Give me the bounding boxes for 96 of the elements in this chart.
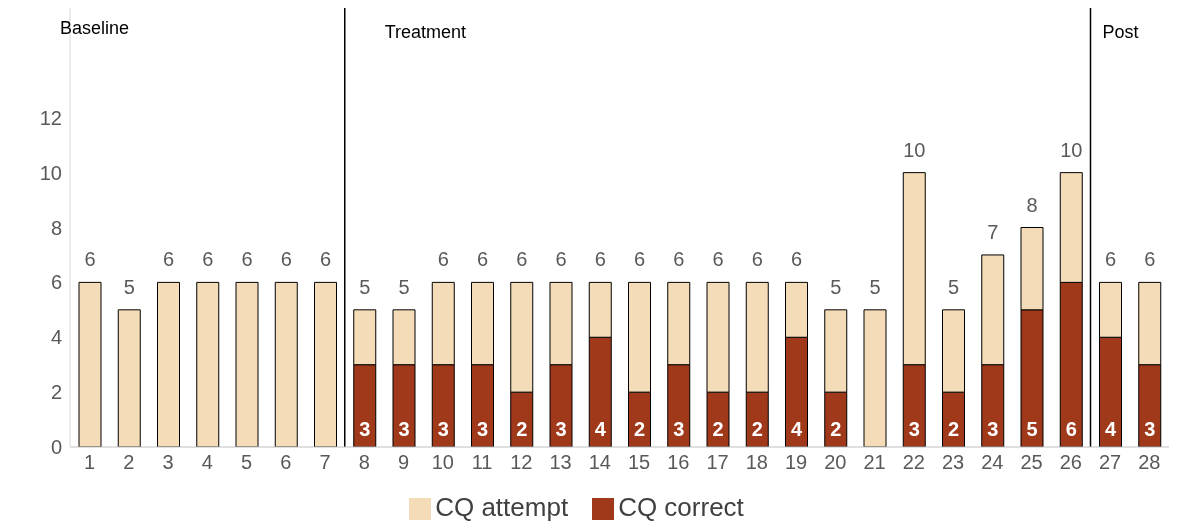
bar [235,281,259,447]
x-tick-label: 2 [123,451,135,474]
ref-line-label: Treatment [384,22,467,42]
data-label: 3 [555,418,567,441]
x-tick-label: 15 [628,451,651,474]
total-label: 6 [555,248,567,271]
total-label: 6 [516,248,528,271]
y-tick-label: 12 [39,106,62,129]
x-tick-label: 14 [588,451,611,474]
data-label: 3 [987,418,999,441]
x-tick-label: 12 [510,451,533,474]
y-tick-label: 2 [50,381,62,404]
x-tick-label: 17 [706,451,729,474]
ref-line-label: Post [1102,22,1139,42]
total-label: 7 [987,220,999,243]
data-label: 2 [516,418,528,441]
total-label: 6 [280,248,292,271]
total-label: 6 [712,248,724,271]
x-tick-label: 9 [398,451,410,474]
x-tick-label: 28 [1138,451,1161,474]
data-label: 2 [830,418,842,441]
data-label: 2 [633,418,646,441]
bar [78,281,102,447]
total-label: 6 [751,248,763,271]
data-label: 3 [359,418,371,441]
x-tick-label: 22 [902,451,925,474]
x-tick-label: 8 [358,451,370,474]
total-label: 5 [398,275,410,298]
x-tick-label: 6 [280,451,292,474]
total-label: 6 [319,248,332,271]
total-label: 5 [947,275,960,298]
data-label: 3 [437,418,449,441]
data-label: 3 [673,418,685,441]
data-label: 2 [751,418,763,441]
x-tick-label: 3 [162,451,174,474]
x-tick-label: 10 [431,451,454,474]
y-tick-label: 6 [50,271,62,294]
bar [863,309,887,447]
total-label: 6 [1144,248,1156,271]
bar [314,281,337,447]
data-label: 6 [1065,418,1077,441]
total-label: 6 [790,248,803,271]
x-tick-label: 21 [863,451,886,474]
total-label: 6 [437,248,449,271]
x-tick-label: 5 [241,451,253,474]
x-tick-label: 13 [549,451,572,474]
total-label: 6 [162,248,175,271]
x-tick-label: 26 [1059,451,1082,474]
data-label: 3 [398,418,410,441]
total-label: 5 [359,275,371,298]
data-label: 3 [476,418,489,441]
total-label: 6 [476,248,489,271]
y-tick-label: 4 [50,326,62,349]
bar [157,281,180,447]
x-tick-label: 4 [201,451,213,474]
total-label: 6 [202,248,214,271]
x-tick-label: 11 [471,451,493,474]
data-label: 2 [947,418,960,441]
total-label: 6 [1104,248,1117,271]
x-tick-label: 24 [981,451,1004,474]
bar [117,309,141,447]
bar [274,281,298,447]
data-label: 5 [1026,418,1038,441]
x-tick-label: 18 [745,451,768,474]
legend-label: CQ correct [618,492,744,522]
total-label: 6 [84,248,96,271]
total-label: 8 [1026,193,1038,216]
y-tick-label: 8 [50,216,62,239]
y-tick-label: 0 [50,436,62,459]
total-label: 6 [633,248,646,271]
total-label: 5 [830,275,842,298]
x-tick-label: 27 [1099,451,1122,474]
total-label: 6 [673,248,685,271]
x-tick-label: 19 [785,451,808,474]
bar [196,281,220,447]
data-label: 2 [712,418,724,441]
x-tick-label: 20 [824,451,847,474]
data-label: 4 [594,418,607,441]
data-label: 4 [790,418,803,441]
x-tick-label: 25 [1020,451,1043,474]
data-label: 4 [1104,418,1117,441]
legend-label: CQ attempt [435,492,569,522]
x-tick-label: 7 [319,451,331,474]
total-label: 5 [123,275,135,298]
total-label: 10 [1060,138,1083,161]
total-label: 5 [869,275,881,298]
data-label: 3 [1144,418,1156,441]
x-tick-label: 1 [84,451,96,474]
total-label: 6 [241,248,253,271]
data-label: 3 [908,418,920,441]
annotation: Baseline [60,18,130,39]
y-tick-label: 10 [39,161,62,184]
total-label: 6 [594,248,606,271]
x-tick-label: 16 [667,451,690,474]
x-tick-label: 23 [942,451,965,474]
total-label: 10 [903,138,926,161]
